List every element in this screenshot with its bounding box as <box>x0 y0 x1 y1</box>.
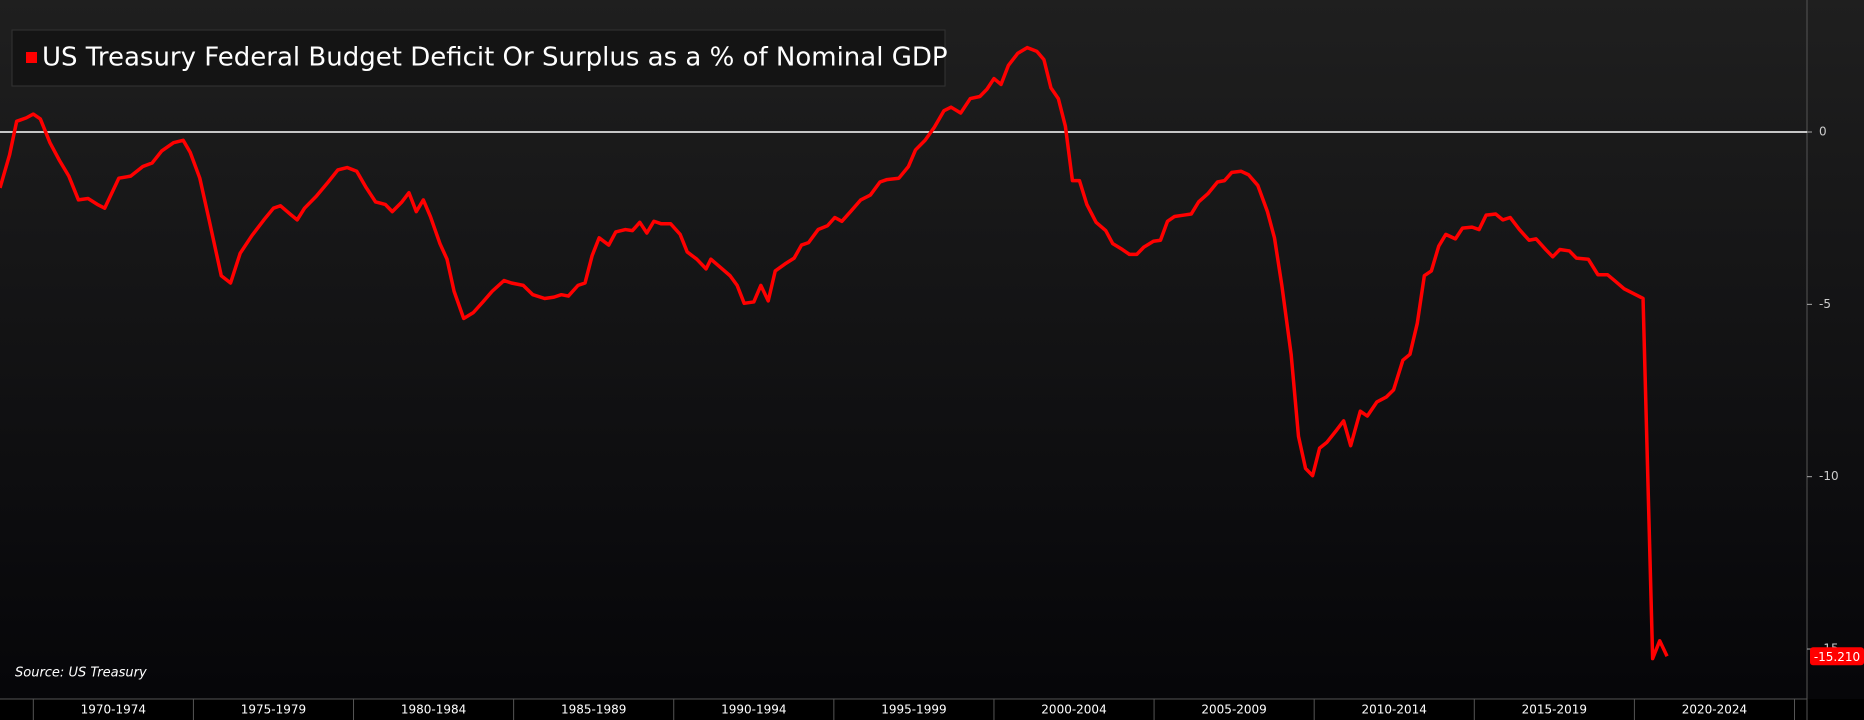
x-axis-strip <box>0 699 1864 720</box>
y-tick-label: -10 <box>1819 469 1839 483</box>
x-tick-label: 1970-1974 <box>81 703 146 717</box>
x-tick-label: 1980-1984 <box>401 703 466 717</box>
legend-swatch <box>26 52 37 63</box>
last-value-box <box>1810 647 1864 666</box>
x-tick-label: 1990-1994 <box>721 703 786 717</box>
x-tick-label: 1975-1979 <box>241 703 306 717</box>
x-tick-label: 1985-1989 <box>561 703 626 717</box>
x-tick-label: 2015-2019 <box>1522 703 1587 717</box>
y-tick-label: -5 <box>1819 297 1831 311</box>
line <box>0 45 1669 661</box>
y-tick-label: 0 <box>1819 125 1827 139</box>
x-tick-label: 2010-2014 <box>1362 703 1427 717</box>
legend-box <box>11 29 946 87</box>
x-tick-label: 2020-2024 <box>1682 703 1747 717</box>
last-value-label: -15.210 <box>1814 650 1860 664</box>
source: Source: US Treasury <box>15 666 147 681</box>
x-tick-label: 1995-1999 <box>881 703 946 717</box>
x-tick-label: 2000-2004 <box>1041 703 1106 717</box>
legend-label: US Treasury Federal Budget Deficit Or Su… <box>42 43 948 73</box>
x-tick-label: 2005-2009 <box>1201 703 1266 717</box>
